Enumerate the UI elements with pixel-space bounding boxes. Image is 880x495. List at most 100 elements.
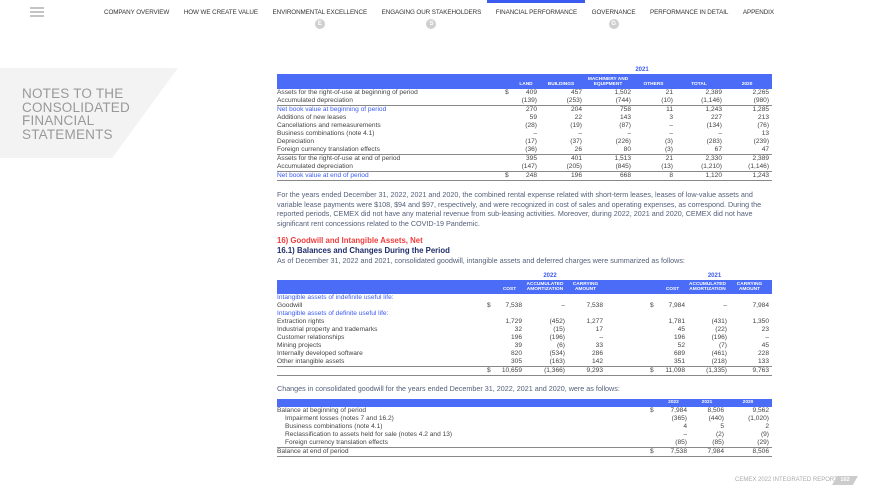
value-cell: 7,984 xyxy=(670,407,687,414)
value-cell: (28) xyxy=(525,122,537,129)
table-row: Intangible assets of indefinite useful l… xyxy=(277,294,772,302)
dollar-sign: $ xyxy=(505,89,509,96)
value-cell: 2 xyxy=(765,423,769,430)
value-cell: (22) xyxy=(715,325,727,333)
row-label: Customer relationships xyxy=(277,333,345,341)
spacer xyxy=(606,318,650,326)
nav-company-overview[interactable]: COMPANY OVERVIEW xyxy=(104,9,169,34)
value-cell: 22 xyxy=(574,114,582,121)
nav-how-we-create-value[interactable]: HOW WE CREATE VALUE xyxy=(184,9,258,34)
spacer xyxy=(606,350,650,358)
table-row: Cancellations and remeasurements (28) (19)… xyxy=(277,122,772,130)
row-label: Foreign currency translation effects xyxy=(285,439,388,446)
table-row: Accumulated depreciation (139) (253) (744) (… xyxy=(277,97,772,106)
value-cell: 1,243 xyxy=(676,105,725,114)
value-cell: (6) xyxy=(556,341,565,349)
value-cell: 39 xyxy=(514,341,522,349)
value-cell: 1,277 xyxy=(586,317,603,325)
table-row: Internally developed software 820 (534) 286… xyxy=(277,350,772,358)
top-nav: COMPANY OVERVIEW HOW WE CREATE VALUE ENV… xyxy=(104,0,774,34)
page-number: 162 xyxy=(832,476,858,485)
value-cell: – xyxy=(765,333,769,341)
value-cell: 1,502 xyxy=(614,89,631,96)
table-row: Business combinations (note 4.1) 4 5 2 xyxy=(277,423,772,431)
dollar-sign: $ xyxy=(487,365,497,376)
value-cell: (744) xyxy=(615,97,631,104)
nav-engaging-stakeholders[interactable]: ENGAGING OUR STAKEHOLDERS S xyxy=(382,9,481,34)
value-cell: (36) xyxy=(525,146,537,153)
col-header: BUILDINGS xyxy=(540,74,585,89)
nav-environmental-excellence[interactable]: ENVIRONMENTAL EXCELLENCE E xyxy=(272,9,368,34)
intangibles-table: 2022 2021 COST ACCUMULATED AMORTIZATION C… xyxy=(277,272,772,376)
table-row: Business combinations (note 4.1) – – – – – 13 xyxy=(277,130,772,138)
value-cell: 286 xyxy=(591,349,603,357)
lease-expense-paragraph: For the years ended December 31, 2022, 2… xyxy=(277,190,762,228)
value-cell: 9,562 xyxy=(752,407,769,414)
value-cell: – xyxy=(669,130,673,137)
value-cell: 17 xyxy=(595,325,603,333)
value-cell: – xyxy=(627,130,631,137)
value-cell: 2,389 xyxy=(725,154,773,163)
value-cell: (239) xyxy=(753,138,770,145)
value-cell xyxy=(660,310,688,318)
spacer xyxy=(606,342,650,350)
row-label: Assets for the right-of-use at beginning… xyxy=(277,89,418,96)
dollar-sign xyxy=(487,358,497,367)
intangibles-intro-paragraph: As of December 31, 2022 and 2021, consol… xyxy=(277,256,685,265)
dollar-sign: $ xyxy=(650,407,654,414)
value-cell: 1,350 xyxy=(752,317,769,325)
row-label: Extraction rights xyxy=(277,317,325,325)
dollar-sign xyxy=(650,439,660,448)
report-footer: CEMEX 2022 INTEGRATED REPORT xyxy=(735,477,838,483)
value-cell: 11 xyxy=(634,105,676,114)
value-cell: 45 xyxy=(761,341,769,349)
value-cell: (2) xyxy=(715,431,724,438)
value-cell: 143 xyxy=(619,114,631,121)
table-row: $10,659 (1,366) 9,293 $11,098 (1,335) 9,763 xyxy=(277,365,772,376)
nav-performance-in-detail[interactable]: PERFORMANCE IN DETAIL xyxy=(650,9,728,34)
environmental-badge-icon[interactable]: E xyxy=(314,19,325,29)
col-header: 2020 xyxy=(727,399,772,407)
value-cell: 196 xyxy=(510,333,522,341)
value-cell: – xyxy=(533,130,537,137)
row-label: Business combinations (note 4.1) xyxy=(277,130,375,137)
value-cell: (1,366) xyxy=(525,365,568,376)
value-cell: 351 xyxy=(673,357,685,365)
value-cell: (139) xyxy=(521,97,537,104)
value-cell: 47 xyxy=(761,146,770,153)
nav-financial-performance[interactable]: FINANCIAL PERFORMANCE xyxy=(486,0,586,34)
row-label: Intangible assets of indefinite useful l… xyxy=(277,293,394,301)
value-cell: 227 xyxy=(710,114,722,121)
social-badge-icon[interactable]: S xyxy=(426,19,437,29)
dollar-sign xyxy=(487,342,497,350)
table-row: Reclassification to assets held for sale… xyxy=(277,431,772,439)
value-cell: 196 xyxy=(673,333,685,341)
dollar-sign xyxy=(650,334,660,342)
value-cell: (431) xyxy=(711,317,727,325)
value-cell: (1,210) xyxy=(701,163,722,170)
table-row: Customer relationships 196 (196) – 196 (196) – xyxy=(277,334,772,342)
section-title: NOTES TO THE CONSOLIDATED FINANCIAL STAT… xyxy=(22,86,130,142)
dollar-sign xyxy=(650,415,660,423)
value-cell: 7,538 xyxy=(505,301,522,309)
dollar-sign xyxy=(650,342,660,350)
value-cell: (37) xyxy=(570,138,582,145)
table-row: Foreign currency translation effects (36)… xyxy=(277,146,772,155)
value-cell: 59 xyxy=(529,114,537,121)
nav-label: ENVIRONMENTAL EXCELLENCE xyxy=(272,9,368,16)
value-cell: (15) xyxy=(553,325,565,333)
nav-appendix[interactable]: APPENDIX xyxy=(743,9,774,34)
value-cell: – xyxy=(561,301,565,309)
value-cell xyxy=(688,294,730,302)
governance-badge-icon[interactable]: G xyxy=(608,19,619,29)
menu-icon[interactable] xyxy=(30,7,44,19)
dollar-sign xyxy=(650,423,660,431)
table2-year-2022: 2022 xyxy=(543,272,557,279)
value-cell: (9) xyxy=(760,431,769,438)
row-label: Industrial property and trademarks xyxy=(277,325,378,333)
value-cell: 33 xyxy=(595,341,603,349)
col-header: CARRYING AMOUNT xyxy=(730,279,772,294)
nav-governance[interactable]: GOVERNANCE G xyxy=(592,9,636,34)
table-row: Depreciation (17) (37) (226) (3) (283) (239) xyxy=(277,138,772,146)
spacer xyxy=(606,358,650,367)
